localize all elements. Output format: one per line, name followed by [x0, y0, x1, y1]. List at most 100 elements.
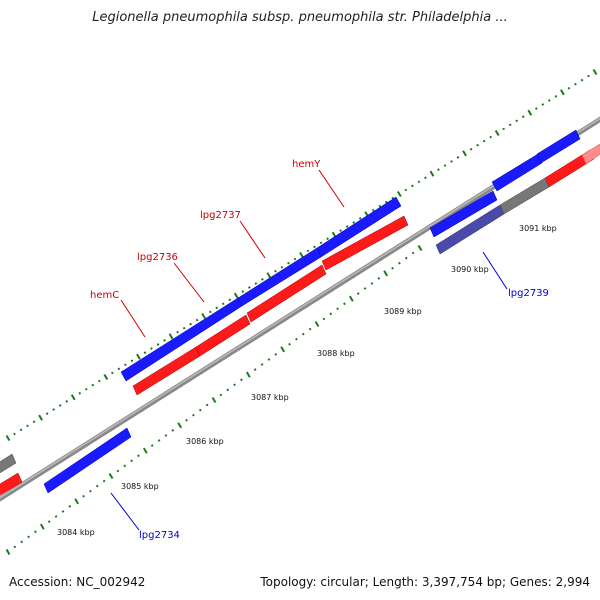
- scale-labels: 3084 kbp 3085 kbp 3086 kbp 3087 kbp 3088…: [57, 224, 557, 537]
- minor-tick: [313, 245, 316, 249]
- minor-tick: [247, 286, 251, 289]
- minor-tick: [293, 257, 297, 261]
- minor-tick: [163, 339, 166, 342]
- gene-rev-6[interactable]: [581, 141, 600, 165]
- minor-tick: [567, 86, 571, 90]
- minor-tick: [547, 99, 551, 102]
- minor-tick: [308, 327, 312, 331]
- minor-tick: [352, 221, 356, 224]
- scale-label: 3086 kbp: [186, 437, 224, 446]
- gene-label-hemC[interactable]: hemC: [90, 290, 119, 301]
- minor-tick: [508, 123, 512, 127]
- leader-lines: [110, 169, 508, 531]
- minor-tick: [456, 156, 460, 159]
- minor-tick: [274, 269, 277, 273]
- minor-tick: [13, 432, 16, 436]
- minor-tick: [150, 347, 153, 350]
- minor-tick: [130, 459, 133, 463]
- minor-tick: [84, 387, 88, 391]
- minor-tick: [356, 292, 360, 295]
- minor-tick: [117, 367, 121, 371]
- minor-tick: [587, 74, 590, 78]
- minor-tick: [130, 359, 134, 363]
- minor-tick: [65, 400, 69, 403]
- gene-label-lpg2739[interactable]: lpg2739: [508, 288, 549, 299]
- minor-tick: [228, 298, 232, 302]
- gene-rev-4[interactable]: [321, 215, 409, 271]
- minor-tick: [329, 312, 333, 316]
- minor-tick: [19, 428, 23, 432]
- gene-rev-3[interactable]: [246, 264, 327, 323]
- scale-label: 3088 kbp: [317, 349, 355, 358]
- inner-tick-track: [5, 244, 423, 556]
- major-tick: [527, 109, 533, 116]
- minor-tick: [404, 256, 408, 260]
- gene-grey-1[interactable]: [499, 177, 550, 215]
- gene-rev-2[interactable]: [195, 314, 251, 357]
- minor-tick: [336, 307, 339, 311]
- minor-tick: [371, 208, 375, 212]
- minor-tick: [240, 378, 243, 382]
- major-tick: [168, 333, 174, 340]
- gene-label-lpg2736[interactable]: lpg2736: [137, 252, 178, 263]
- minor-tick: [226, 388, 230, 392]
- minor-tick: [521, 115, 525, 119]
- minor-tick: [411, 184, 414, 188]
- gene-label-lpg2734[interactable]: lpg2734: [139, 530, 180, 541]
- gene-rev-left[interactable]: [0, 472, 23, 498]
- minor-tick: [417, 180, 421, 184]
- minor-tick: [95, 484, 99, 488]
- gene-label-lpg2737[interactable]: lpg2737: [200, 210, 241, 221]
- major-tick: [142, 447, 148, 454]
- minor-tick: [274, 353, 278, 356]
- scale-label: 3084 kbp: [57, 528, 95, 537]
- minor-tick: [189, 322, 192, 326]
- major-tick: [39, 523, 45, 530]
- minor-tick: [391, 266, 394, 270]
- gene-label-hemY[interactable]: hemY: [292, 159, 321, 170]
- major-tick: [383, 270, 389, 277]
- minor-tick: [164, 434, 168, 437]
- scale-label: 3085 kbp: [121, 482, 159, 491]
- scale-label: 3090 kbp: [451, 265, 489, 274]
- minor-tick: [489, 135, 493, 139]
- forward-strand-track: [43, 129, 581, 494]
- minor-tick: [377, 277, 381, 280]
- minor-tick: [253, 368, 257, 371]
- minor-tick: [150, 444, 154, 447]
- gene-lpg2740[interactable]: [491, 153, 543, 192]
- major-tick: [494, 129, 500, 137]
- minor-tick: [443, 164, 447, 167]
- minor-tick: [358, 217, 362, 220]
- topology-summary: Topology: circular; Length: 3,397,754 bp…: [260, 575, 590, 589]
- major-tick: [5, 434, 11, 442]
- minor-tick: [26, 424, 29, 428]
- gene-lpg2737-hemY[interactable]: [316, 196, 402, 258]
- minor-tick: [123, 464, 127, 468]
- reverse-strand-track: [0, 141, 600, 498]
- minor-tick: [82, 494, 85, 498]
- minor-tick: [110, 371, 114, 375]
- minor-tick: [398, 261, 401, 265]
- minor-tick: [319, 241, 323, 245]
- gene-lpg2738[interactable]: [429, 190, 498, 238]
- minor-tick: [97, 379, 101, 383]
- minor-tick: [176, 330, 179, 334]
- minor-tick: [124, 363, 127, 367]
- minor-tick: [541, 103, 545, 106]
- gene-labels: hemC lpg2736 lpg2737 hemY lpg2734 lpg273…: [90, 159, 549, 541]
- minor-tick: [267, 358, 271, 361]
- minor-tick: [280, 265, 284, 269]
- gene-grey-left[interactable]: [0, 453, 17, 476]
- major-tick: [396, 190, 402, 198]
- minor-tick: [345, 225, 349, 228]
- minor-tick: [143, 351, 147, 354]
- major-tick: [299, 251, 304, 259]
- minor-tick: [219, 393, 223, 397]
- minor-tick: [574, 82, 577, 86]
- gene-lpg2741[interactable]: [536, 129, 581, 164]
- minor-tick: [482, 139, 486, 143]
- gene-lpg2734-block[interactable]: [43, 427, 132, 494]
- minor-tick: [185, 418, 188, 422]
